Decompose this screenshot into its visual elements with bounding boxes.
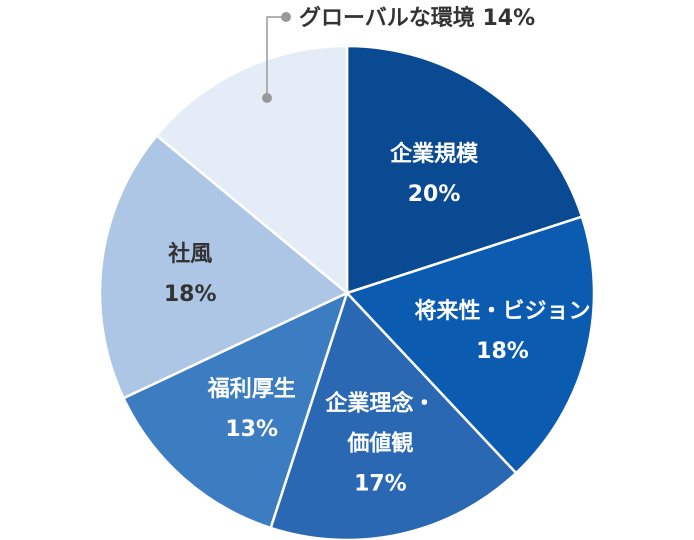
- slice-category-label: 社風: [168, 241, 212, 267]
- pie-slice-4: [121, 290, 350, 530]
- pie-slice-6: [154, 44, 349, 296]
- slice-value-label: 13%: [225, 417, 278, 442]
- slice-category-label: 企業規模: [389, 141, 479, 167]
- pie-slice-1: [345, 44, 584, 295]
- slice-category-label: 福利厚生: [207, 377, 296, 402]
- slice-value-label: 17%: [354, 472, 407, 497]
- slice-category-label: 価値観: [346, 431, 413, 457]
- pie-labels: 企業規模 20% 将来性・ビジョン 18% 企業理念・価値観 17% 福利厚生 13% 社風 18…: [164, 141, 591, 496]
- callout-line: [266, 16, 286, 98]
- slice-category-label: 企業理念・: [324, 391, 435, 417]
- callout: グローバルな環境 14%: [262, 5, 535, 103]
- pie-slice-3: [269, 290, 518, 540]
- pie-slice-5: [98, 133, 350, 400]
- callout-dot-outer: [281, 12, 291, 22]
- callout-label: グローバルな環境 14%: [299, 5, 535, 31]
- slice-value-label: 18%: [164, 282, 217, 307]
- slice-category-label: 将来性・ビジョン: [414, 298, 590, 324]
- slice-category-label: グローバルな環境: [299, 5, 482, 31]
- slice-value-label: 18%: [476, 339, 529, 364]
- pie-slice-2: [344, 215, 596, 475]
- slice-value-label: 14%: [482, 6, 535, 31]
- pie-slices: [98, 44, 596, 540]
- slice-value-label: 20%: [408, 182, 461, 207]
